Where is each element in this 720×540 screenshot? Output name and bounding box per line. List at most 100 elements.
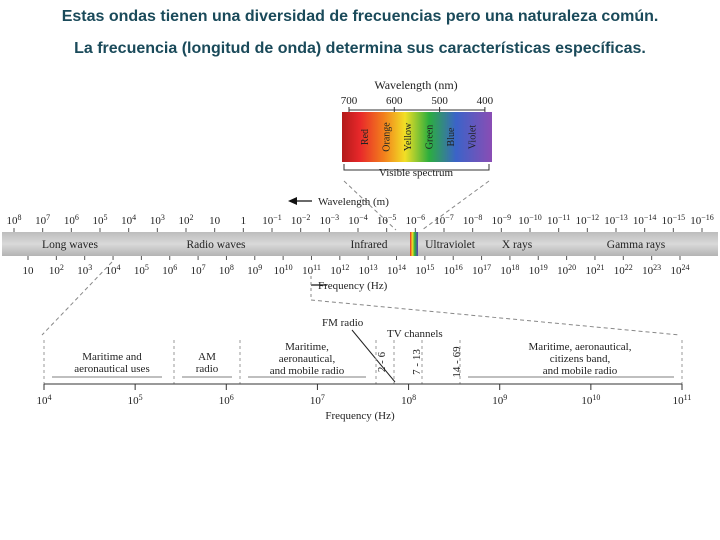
visible-tick-label: 500 — [431, 95, 448, 107]
visible-tick-label: 400 — [477, 95, 494, 107]
radio-frequency-tick: 104 — [37, 393, 52, 408]
visible-color-label: Violet — [468, 125, 479, 150]
frequency-axis-label: Frequency (Hz) — [318, 280, 388, 292]
band-label: X rays — [502, 239, 533, 251]
frequency-tick: 105 — [134, 263, 149, 278]
frequency-tick-labels: 10 102 103 104 105 106 107 108 109 1010 1011 1012 10… — [23, 256, 690, 277]
radio-group-line: aeronautical, — [279, 353, 336, 365]
visible-spectrum-caption: Visible spectrum — [379, 167, 454, 179]
wavelength-tick: 10−8 — [463, 213, 483, 228]
wavelength-tick: 10−15 — [662, 213, 686, 228]
tv-channel-range: 14 - 69 — [451, 346, 463, 378]
frequency-tick: 102 — [49, 263, 64, 278]
wavelength-tick: 10−12 — [576, 213, 600, 228]
frequency-tick: 107 — [191, 263, 206, 278]
wavelength-tick-labels: 108 107 106 105 104 103 102 10 1 10−1 10−2 10−3 10−4… — [7, 213, 714, 233]
radio-group-line: and mobile radio — [543, 365, 618, 377]
frequency-tick: 104 — [106, 263, 121, 278]
band-label: Long waves — [42, 239, 98, 251]
visible-color-label: Yellow — [403, 122, 414, 151]
radio-group-line: citizens band, — [550, 353, 611, 365]
wavelength-tick: 10−1 — [262, 213, 282, 228]
frequency-tick: 1013 — [359, 263, 378, 278]
wavelength-tick: 106 — [64, 213, 79, 228]
visible-color-label: Blue — [446, 127, 457, 146]
radio-frequency-tick: 1010 — [581, 393, 600, 408]
radio-frequency-tick: 109 — [492, 393, 507, 408]
band-label: Radio waves — [186, 239, 246, 251]
wavelength-tick: 10−7 — [434, 213, 454, 228]
radio-group-line: and mobile radio — [270, 365, 345, 377]
frequency-tick: 108 — [219, 263, 234, 278]
frequency-tick: 1021 — [585, 263, 604, 278]
frequency-tick: 1016 — [444, 263, 463, 278]
wavelength-tick: 10−9 — [492, 213, 512, 228]
frequency-tick: 1015 — [415, 263, 434, 278]
wavelength-tick: 10−6 — [406, 213, 426, 228]
tv-channels-label: TV channels — [387, 328, 443, 340]
frequency-tick: 1017 — [472, 263, 491, 278]
frequency-tick: 1023 — [642, 263, 661, 278]
wavelength-tick: 108 — [7, 213, 22, 228]
wavelength-tick: 105 — [93, 213, 108, 228]
band-label: Infrared — [350, 239, 387, 251]
radio-group-line: AM — [198, 351, 216, 363]
band-label: Ultraviolet — [425, 239, 476, 251]
visible-tick-label: 600 — [386, 95, 403, 107]
wavelength-tick: 1 — [241, 215, 247, 227]
wavelength-tick: 10−13 — [604, 213, 628, 228]
frequency-tick: 1019 — [529, 263, 548, 278]
frequency-tick: 10 — [23, 265, 35, 277]
wavelength-tick: 10 — [209, 215, 221, 227]
frequency-tick: 1024 — [671, 263, 690, 278]
frequency-tick: 1012 — [330, 263, 349, 278]
radio-frequency-tick: 108 — [401, 393, 416, 408]
wavelength-tick: 102 — [179, 213, 194, 228]
wavelength-tick: 10−5 — [377, 213, 397, 228]
wavelength-tick: 10−3 — [320, 213, 340, 228]
wavelength-tick: 104 — [121, 213, 136, 228]
wavelength-tick: 10−14 — [633, 213, 657, 228]
wavelength-tick: 10−16 — [690, 213, 714, 228]
frequency-tick: 103 — [77, 263, 92, 278]
frequency-tick: 1022 — [614, 263, 633, 278]
wavelength-tick: 10−4 — [348, 213, 368, 228]
frequency-tick: 1020 — [557, 263, 576, 278]
wavelength-tick: 10−10 — [518, 213, 542, 228]
radio-group-line: Maritime and — [82, 351, 142, 363]
radio-frequency-ticks: 104 105 106 107 108 109 1010 1011 — [37, 384, 692, 407]
wavelength-tick: 10−2 — [291, 213, 311, 228]
frequency-tick: 1018 — [500, 263, 519, 278]
radio-frequency-axis-label: Frequency (Hz) — [325, 410, 395, 422]
band-label: Gamma rays — [607, 239, 666, 251]
tv-channel-labels: 2 - 6 7 - 13 14 - 69 — [376, 346, 463, 378]
wavelength-tick: 107 — [35, 213, 50, 228]
radio-group-line: radio — [196, 363, 219, 375]
frequency-tick: 106 — [162, 263, 177, 278]
tv-channel-range: 2 - 6 — [376, 351, 388, 372]
radio-frequency-tick: 106 — [219, 393, 234, 408]
frequency-tick: 1014 — [387, 263, 406, 278]
frequency-tick: 1010 — [274, 263, 293, 278]
wavelength-tick: 10−11 — [547, 213, 570, 228]
frequency-tick: 109 — [247, 263, 262, 278]
radio-frequency-tick: 105 — [128, 393, 143, 408]
visible-color-label: Red — [360, 129, 371, 145]
visible-light-marker — [410, 232, 418, 256]
fm-radio-label: FM radio — [322, 317, 364, 329]
tv-channel-range: 7 - 13 — [411, 349, 423, 375]
radio-group-line: aeronautical uses — [74, 363, 149, 375]
radio-frequency-tick: 107 — [310, 393, 325, 408]
visible-wavelength-title: Wavelength (nm) — [374, 78, 457, 92]
radio-frequency-tick: 1011 — [673, 393, 692, 408]
frequency-tick: 1011 — [302, 263, 321, 278]
radio-group-line: Maritime, aeronautical, — [529, 341, 632, 353]
visible-tick-label: 700 — [341, 95, 358, 107]
visible-color-label: Orange — [382, 122, 393, 152]
wavelength-axis-label: Wavelength (m) — [318, 196, 389, 208]
radio-group-line: Maritime, — [285, 341, 329, 353]
wavelength-tick: 103 — [150, 213, 165, 228]
visible-color-label: Green — [425, 125, 436, 149]
